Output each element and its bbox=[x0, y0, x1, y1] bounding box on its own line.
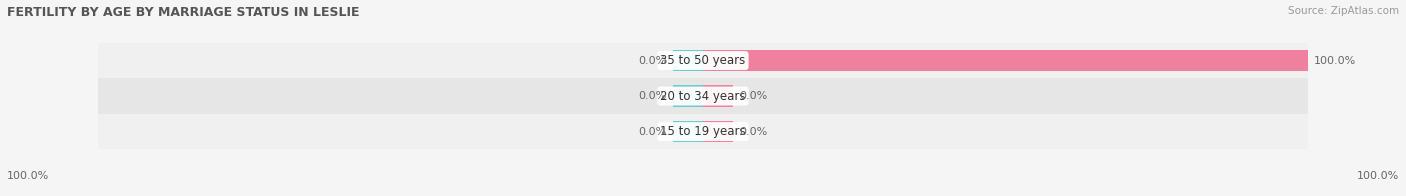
Text: 0.0%: 0.0% bbox=[740, 127, 768, 137]
Bar bbox=[98, 43, 1308, 78]
Text: 20 to 34 years: 20 to 34 years bbox=[661, 90, 745, 103]
Text: 100.0%: 100.0% bbox=[1357, 171, 1399, 181]
Text: 15 to 19 years: 15 to 19 years bbox=[661, 125, 745, 138]
Text: 0.0%: 0.0% bbox=[638, 91, 666, 101]
Text: 0.0%: 0.0% bbox=[638, 55, 666, 65]
Bar bbox=[98, 114, 1308, 149]
Text: 100.0%: 100.0% bbox=[1313, 55, 1355, 65]
Text: 100.0%: 100.0% bbox=[7, 171, 49, 181]
Bar bbox=[672, 85, 703, 107]
Bar bbox=[672, 50, 703, 71]
Text: Source: ZipAtlas.com: Source: ZipAtlas.com bbox=[1288, 6, 1399, 16]
Bar bbox=[672, 121, 703, 142]
Text: 35 to 50 years: 35 to 50 years bbox=[661, 54, 745, 67]
Bar bbox=[703, 85, 734, 107]
Bar bbox=[98, 78, 1308, 114]
Text: 0.0%: 0.0% bbox=[740, 91, 768, 101]
Text: 0.0%: 0.0% bbox=[638, 127, 666, 137]
Text: FERTILITY BY AGE BY MARRIAGE STATUS IN LESLIE: FERTILITY BY AGE BY MARRIAGE STATUS IN L… bbox=[7, 6, 360, 19]
Bar bbox=[703, 121, 734, 142]
Bar bbox=[703, 50, 1308, 71]
